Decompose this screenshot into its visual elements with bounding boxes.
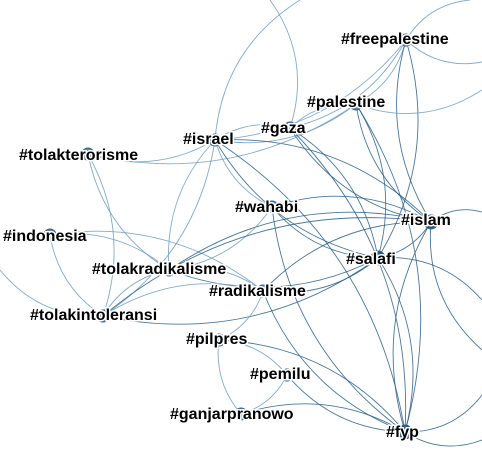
edge-wahabi-salafi (271, 206, 379, 259)
edge-ganjarpranowo-fyp (240, 403, 406, 433)
edge-palestine-salafi (355, 103, 387, 259)
node-tolakintoleransi[interactable] (96, 309, 110, 323)
node-islam[interactable] (423, 214, 439, 230)
edge-offscreen-fyp (404, 431, 482, 447)
labels-layer: #freepalestine #palestine#gaza #israel #tol… (2, 30, 453, 443)
node-label-indonesia: #indonesia (3, 228, 87, 245)
edge-radikalisme-islam (262, 221, 432, 292)
edge-offscreen-freepalestine (405, 0, 471, 41)
node-wahabi[interactable] (265, 200, 279, 214)
edge-indonesia-radikalisme (49, 230, 264, 292)
node-label-freepalestine: #freepalestine (341, 31, 449, 48)
node-label-ganjarpranowo: #ganjarpranowo (170, 406, 294, 423)
edge-offscreen-islam (429, 221, 482, 351)
edge-offscreen-gaza (269, 0, 299, 129)
edge-israel-tolakterorisme (87, 139, 216, 163)
edge-offscreen-salafi (377, 257, 482, 301)
node-israel[interactable] (208, 133, 222, 147)
edge-offscreen-israel (214, 0, 301, 141)
edge-israel-tolakintoleransi (102, 139, 216, 317)
edge-salafi-fyp (377, 257, 414, 433)
edge-radikalisme-pilpres (218, 290, 264, 341)
node-label-palestine: #palestine (307, 94, 385, 111)
edge-israel-tolakradikalisme (168, 139, 216, 271)
edge-israel-islam (214, 139, 432, 223)
edge-israel-palestine (214, 103, 357, 144)
nodes-layer (43, 33, 439, 440)
edge-indonesia-tolakradikalisme (49, 233, 170, 271)
edge-tolakintoleransi-islam (102, 217, 432, 317)
edge-pemilu-fyp (286, 374, 406, 433)
node-label-tolakterorisme: #tolakterorisme (19, 147, 138, 164)
node-label-tolakradikalisme: #tolakradikalisme (92, 261, 226, 278)
edge-tolakterorisme-palestine (87, 103, 357, 165)
edge-offscreen-palestine (355, 89, 482, 114)
node-label-fyp: #fyp (386, 424, 419, 441)
node-radikalisme[interactable] (256, 284, 270, 298)
node-label-wahabi: #wahabi (235, 199, 298, 216)
node-label-gaza: #gaza (261, 120, 306, 137)
edge-pilpres-fyp (218, 339, 406, 433)
node-pemilu[interactable] (280, 368, 294, 382)
node-palestine[interactable] (349, 97, 363, 111)
node-label-islam: #islam (401, 212, 451, 229)
node-salafi[interactable] (370, 250, 386, 266)
edge-israel-wahabi (214, 139, 273, 208)
edge-offscreen-fyp (404, 394, 482, 433)
edge-israel-fyp (214, 139, 406, 433)
node-label-pilpres: #pilpres (186, 331, 247, 348)
edge-freepalestine-islam (396, 39, 432, 223)
edge-gaza-palestine (289, 103, 357, 129)
edge-radikalisme-fyp (262, 290, 406, 433)
edge-pilpres-ganjarpranowo (217, 339, 242, 415)
edge-tolakterorisme-tolakintoleransi (87, 153, 115, 317)
edge-gaza-salafi (289, 127, 379, 259)
node-ganjarpranowo[interactable] (234, 407, 248, 421)
edge-tolakradikalisme-tolakintoleransi (102, 269, 170, 317)
edge-tolakintoleransi-radikalisme (102, 283, 264, 317)
edge-freepalestine-salafi (377, 39, 419, 259)
node-indonesia[interactable] (43, 228, 57, 242)
edge-israel-freepalestine (214, 39, 407, 141)
edge-radikalisme-salafi (262, 257, 379, 293)
edge-tolakradikalisme-salafi (168, 257, 379, 288)
node-fyp[interactable] (397, 424, 413, 440)
node-gaza[interactable] (283, 121, 297, 135)
edge-tolakradikalisme-islam (168, 211, 432, 271)
edge-gaza-islam (289, 127, 432, 223)
edge-palestine-islam (355, 103, 432, 223)
edge-offscreen-tolakintoleransi (0, 269, 104, 317)
edge-tolakradikalisme-wahabi (168, 206, 273, 271)
edge-wahabi-fyp (271, 206, 406, 433)
edge-tolakterorisme-tolakradikalisme (87, 153, 170, 271)
node-label-radikalisme: #radikalisme (209, 283, 306, 300)
edge-offscreen-freepalestine (405, 39, 482, 65)
edge-gaza-fyp (289, 127, 407, 433)
node-label-salafi: #salafi (346, 251, 396, 268)
node-tolakradikalisme[interactable] (162, 263, 176, 277)
edge-wahabi-islam (271, 195, 432, 223)
node-pilpres[interactable] (212, 333, 226, 347)
edge-israel-salafi (214, 139, 379, 259)
edges-layer (49, 39, 432, 433)
node-label-israel: #israel (183, 131, 234, 148)
edge-palestine-fyp (355, 103, 422, 433)
node-freepalestine[interactable] (399, 33, 413, 47)
node-tolakterorisme[interactable] (81, 147, 95, 161)
edge-israel-gaza (214, 124, 291, 141)
node-label-tolakintoleransi: #tolakintoleransi (30, 307, 157, 324)
edge-islam-fyp (392, 221, 432, 433)
node-label-pemilu: #pemilu (250, 366, 310, 383)
edge-indonesia-tolakintoleransi (49, 234, 104, 317)
edge-gaza-freepalestine (289, 39, 407, 129)
